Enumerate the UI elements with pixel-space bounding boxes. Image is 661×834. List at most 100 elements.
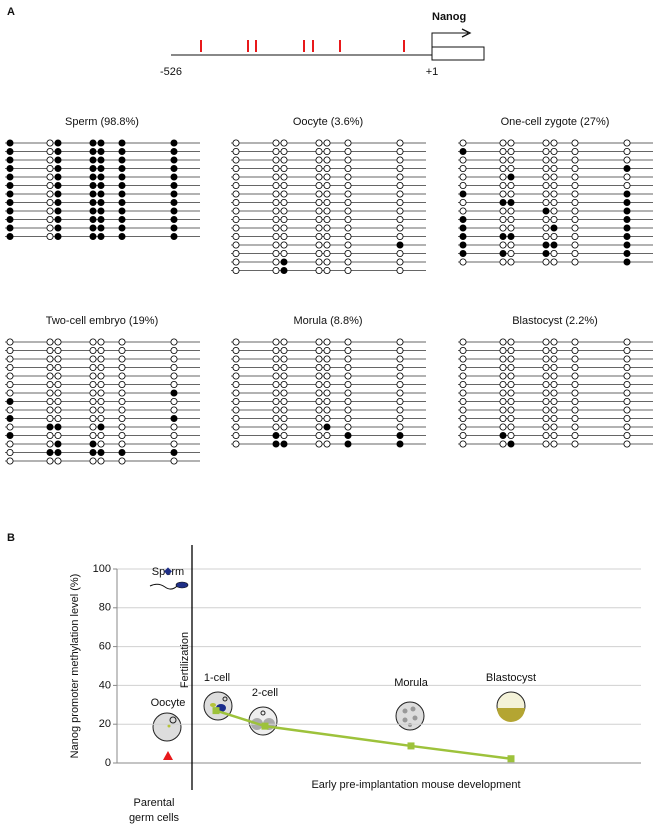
cpg-circle xyxy=(272,406,280,414)
cpg-circle xyxy=(499,389,507,397)
cpg-circle xyxy=(170,190,178,198)
cpg-circle xyxy=(170,363,178,371)
cpg-circle xyxy=(170,215,178,223)
cpg-circle xyxy=(46,338,54,346)
cpg-circle xyxy=(54,224,62,232)
cpg-circle xyxy=(118,389,126,397)
series-point xyxy=(212,707,220,715)
cpg-circle xyxy=(571,249,579,257)
cpg-circle xyxy=(232,198,240,206)
cpg-circle xyxy=(571,232,579,240)
two-cell-icon xyxy=(248,706,278,736)
cpg-circle xyxy=(344,389,352,397)
cpg-circle xyxy=(280,224,288,232)
cpg-circle xyxy=(89,346,97,354)
cpg-circle xyxy=(323,241,331,249)
cpg-circle xyxy=(46,224,54,232)
cpg-circle xyxy=(507,198,515,206)
cpg-circle xyxy=(323,440,331,448)
cpg-circle xyxy=(542,207,550,215)
cpg-circle xyxy=(396,414,404,422)
cpg-circle xyxy=(396,190,404,198)
cpg-circle xyxy=(89,190,97,198)
cpg-circle xyxy=(272,397,280,405)
cpg-circle xyxy=(315,406,323,414)
cpg-circle xyxy=(550,431,558,439)
cpg-circle xyxy=(118,363,126,371)
morula-icon xyxy=(395,701,425,731)
cpg-circle xyxy=(97,389,105,397)
cpg-circle xyxy=(6,139,14,147)
cpg-circle xyxy=(542,190,550,198)
cpg-circle xyxy=(550,190,558,198)
cpg-circle xyxy=(396,207,404,215)
cpg-circle xyxy=(623,258,631,266)
cpg-circle xyxy=(499,181,507,189)
cpg-circle xyxy=(232,431,240,439)
cpg-circle xyxy=(272,190,280,198)
y-tick-label: 40 xyxy=(99,679,111,691)
cpg-circle xyxy=(280,266,288,274)
cpg-circle xyxy=(89,139,97,147)
y-tick-label: 60 xyxy=(99,641,111,653)
cpg-circle xyxy=(6,338,14,346)
cpg-circle xyxy=(550,198,558,206)
cpg-circle xyxy=(550,232,558,240)
cpg-circle xyxy=(118,207,126,215)
cpg-circle xyxy=(550,147,558,155)
cpg-circle xyxy=(280,258,288,266)
cpg-circle xyxy=(550,380,558,388)
cpg-circle xyxy=(323,258,331,266)
cpg-circle xyxy=(623,156,631,164)
cpg-circle xyxy=(315,190,323,198)
cpg-circle xyxy=(46,397,54,405)
cpg-circle xyxy=(232,164,240,172)
cpg-circle xyxy=(280,181,288,189)
cpg-circle xyxy=(499,258,507,266)
cpg-circle xyxy=(571,241,579,249)
cpg-circle xyxy=(623,406,631,414)
cpg-circle xyxy=(6,431,14,439)
cpg-circle xyxy=(499,173,507,181)
cpg-circle xyxy=(571,181,579,189)
cpg-circle xyxy=(272,431,280,439)
cpg-circle xyxy=(571,372,579,380)
cpg-circle xyxy=(118,457,126,465)
cpg-circle xyxy=(280,190,288,198)
cpg-circle xyxy=(6,207,14,215)
cpg-circle xyxy=(396,363,404,371)
cpg-circle xyxy=(280,440,288,448)
cpg-circle xyxy=(54,156,62,164)
cpg-circle xyxy=(97,414,105,422)
cpg-circle xyxy=(623,224,631,232)
cpg-circle xyxy=(89,232,97,240)
cpg-circle xyxy=(550,406,558,414)
series-point xyxy=(261,722,269,730)
cpg-circle xyxy=(54,355,62,363)
cpg-circle xyxy=(280,380,288,388)
cpg-circle xyxy=(170,181,178,189)
cpg-circle xyxy=(54,139,62,147)
cpg-circle xyxy=(54,440,62,448)
cpg-circle xyxy=(542,440,550,448)
cpg-circle xyxy=(507,431,515,439)
cpg-circle xyxy=(170,224,178,232)
cpg-circle xyxy=(323,249,331,257)
cpg-circle xyxy=(459,181,467,189)
cpg-circle xyxy=(232,190,240,198)
cpg-circle xyxy=(623,241,631,249)
cpg-circle xyxy=(344,215,352,223)
cpg-circle xyxy=(499,397,507,405)
cpg-circle xyxy=(396,241,404,249)
cpg-circle xyxy=(118,431,126,439)
cpg-circle xyxy=(170,232,178,240)
cpg-circle xyxy=(344,363,352,371)
point-label: 1-cell xyxy=(204,672,230,684)
cpg-circle xyxy=(89,457,97,465)
cpg-circle xyxy=(507,181,515,189)
cpg-circle xyxy=(315,414,323,422)
cpg-circle xyxy=(499,139,507,147)
cpg-circle xyxy=(272,198,280,206)
cpg-circle xyxy=(459,414,467,422)
cpg-circle xyxy=(623,389,631,397)
